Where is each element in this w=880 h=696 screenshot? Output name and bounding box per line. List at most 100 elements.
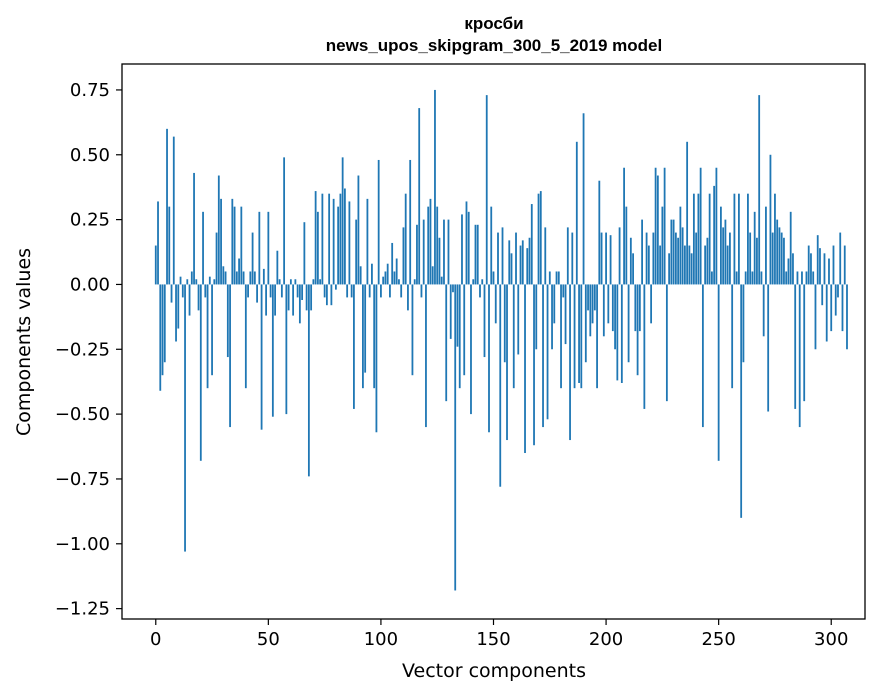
bar	[625, 206, 628, 285]
bar	[607, 284, 610, 324]
bar	[188, 284, 191, 316]
bar	[620, 284, 623, 383]
bar	[418, 108, 421, 285]
bar	[400, 284, 403, 298]
bar	[589, 284, 592, 337]
bar	[271, 284, 274, 417]
bar	[222, 266, 225, 285]
bars-group	[154, 89, 848, 591]
bar	[524, 284, 526, 454]
y-tick-label: 0.25	[70, 210, 110, 231]
bar	[548, 271, 551, 285]
bar	[425, 284, 427, 428]
bar	[551, 284, 553, 350]
bar	[224, 271, 227, 285]
bar	[443, 219, 445, 285]
bar	[208, 276, 211, 285]
bar	[587, 284, 589, 311]
bar	[560, 284, 562, 389]
bar	[503, 284, 506, 363]
bar	[636, 284, 639, 376]
bar	[794, 284, 797, 409]
bar	[337, 206, 340, 285]
bar	[177, 284, 180, 329]
bar	[785, 271, 788, 285]
bar	[440, 276, 443, 285]
bar	[701, 284, 704, 428]
bar	[519, 245, 522, 285]
bar	[769, 154, 772, 285]
bar	[391, 242, 394, 285]
bar	[602, 284, 605, 337]
bar	[366, 198, 369, 285]
bar	[202, 211, 204, 285]
bar	[249, 271, 252, 285]
bar	[353, 284, 355, 409]
bar	[377, 159, 380, 285]
bar	[274, 284, 276, 316]
bar	[686, 141, 689, 285]
bar	[339, 193, 342, 285]
bar	[334, 284, 337, 290]
bar	[355, 219, 358, 285]
x-tick-label: 50	[257, 629, 280, 650]
bar	[407, 284, 409, 311]
bar	[578, 284, 580, 383]
bar	[420, 284, 423, 298]
bar	[580, 284, 583, 389]
bar	[839, 232, 842, 285]
bar	[490, 206, 493, 285]
bar	[569, 284, 571, 441]
bar	[837, 284, 839, 298]
bar	[404, 193, 407, 285]
bar	[375, 284, 378, 433]
bar	[325, 284, 328, 306]
chart-subtitle: news_upos_skipgram_300_5_2019 model	[326, 36, 662, 55]
bar	[470, 284, 472, 415]
bar	[528, 237, 531, 285]
bar	[668, 253, 671, 285]
bar	[530, 204, 533, 285]
bar	[193, 172, 195, 285]
bar	[747, 193, 749, 285]
bar	[618, 227, 621, 285]
bar	[508, 240, 511, 285]
bar	[269, 284, 272, 298]
bar	[724, 219, 727, 285]
bar	[330, 284, 333, 306]
bar	[267, 211, 270, 285]
y-tick-label: 0.00	[70, 274, 110, 295]
bar	[823, 253, 826, 285]
bar	[204, 284, 207, 298]
bar	[575, 141, 578, 285]
bar	[533, 284, 535, 446]
bar	[828, 258, 830, 285]
bar	[474, 224, 477, 285]
bar	[321, 193, 324, 285]
bar	[715, 167, 718, 285]
bar	[332, 198, 335, 285]
bar	[670, 219, 673, 285]
bar	[629, 237, 632, 285]
bar	[206, 284, 209, 389]
bar	[195, 279, 198, 285]
bar	[593, 284, 596, 311]
bar	[762, 284, 765, 337]
y-tick-label: −0.75	[55, 469, 110, 490]
bar	[294, 279, 297, 285]
bar	[832, 245, 835, 285]
bar	[312, 279, 315, 285]
bar	[834, 284, 837, 316]
bar	[197, 284, 200, 311]
bar	[652, 232, 655, 285]
bar	[690, 253, 693, 285]
bar	[251, 232, 254, 285]
bar	[683, 245, 686, 285]
bar	[638, 284, 641, 332]
bar	[229, 284, 231, 428]
bar	[521, 240, 524, 285]
bar	[562, 284, 565, 298]
bar	[600, 232, 603, 285]
